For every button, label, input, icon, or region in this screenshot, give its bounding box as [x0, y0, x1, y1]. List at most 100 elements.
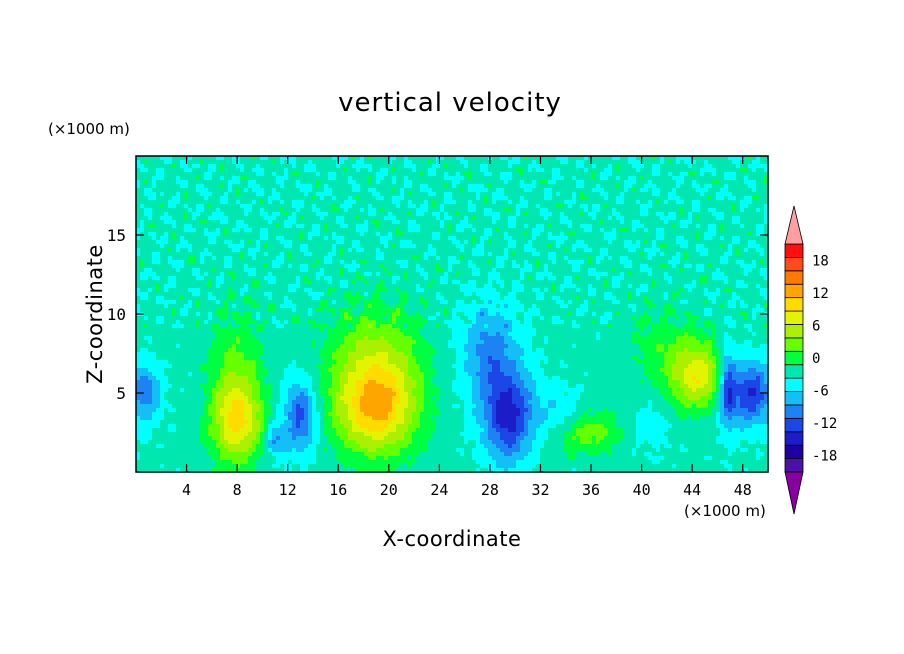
heatmap-cell — [236, 308, 241, 313]
heatmap-cell — [364, 248, 369, 253]
heatmap-cell — [380, 184, 385, 189]
heatmap-cell — [228, 408, 233, 413]
heatmap-cell — [256, 384, 261, 389]
heatmap-cell — [152, 448, 157, 453]
heatmap-cell — [208, 176, 213, 181]
heatmap-cell — [232, 436, 237, 441]
heatmap-cell — [136, 368, 141, 373]
heatmap-cell — [156, 360, 161, 365]
heatmap-cell — [364, 428, 369, 433]
heatmap-cell — [372, 232, 377, 237]
heatmap-cell — [388, 216, 393, 221]
heatmap-cell — [340, 448, 345, 453]
heatmap-cell — [352, 320, 357, 325]
heatmap-cell — [188, 364, 193, 369]
heatmap-cell — [300, 368, 305, 373]
heatmap-cell — [168, 288, 173, 293]
heatmap-cell — [324, 360, 329, 365]
heatmap-cell — [376, 448, 381, 453]
heatmap-cell — [372, 288, 377, 293]
heatmap-cell — [236, 180, 241, 185]
heatmap-cell — [240, 388, 245, 393]
heatmap-cell — [352, 372, 357, 377]
heatmap-cell — [264, 468, 269, 473]
heatmap-cell — [296, 256, 301, 261]
heatmap-cell — [152, 240, 157, 245]
heatmap-cell — [272, 212, 277, 217]
heatmap-cell — [316, 216, 321, 221]
heatmap-cell — [180, 224, 185, 229]
heatmap-cell — [208, 292, 213, 297]
heatmap-cell — [268, 312, 273, 317]
heatmap-cell — [136, 256, 141, 261]
heatmap-cell — [300, 280, 305, 285]
heatmap-cell — [184, 420, 189, 425]
heatmap-cell — [332, 384, 337, 389]
heatmap-cell — [196, 252, 201, 257]
heatmap-cell — [272, 180, 277, 185]
heatmap-cell — [220, 400, 225, 405]
heatmap-cell — [296, 364, 301, 369]
heatmap-cell — [316, 416, 321, 421]
heatmap-cell — [160, 416, 165, 421]
heatmap-cell — [256, 204, 261, 209]
heatmap-cell — [292, 348, 297, 353]
heatmap-cell — [268, 212, 273, 217]
heatmap-cell — [388, 204, 393, 209]
heatmap-cell — [364, 184, 369, 189]
heatmap-cell — [240, 156, 245, 161]
heatmap-cell — [272, 172, 277, 177]
heatmap-cell — [364, 408, 369, 413]
heatmap-cell — [172, 208, 177, 213]
heatmap-cell — [220, 392, 225, 397]
heatmap-cell — [160, 400, 165, 405]
heatmap-cell — [144, 276, 149, 281]
heatmap-cell — [340, 336, 345, 341]
heatmap-cell — [140, 424, 145, 429]
heatmap-cell — [140, 372, 145, 377]
heatmap-cell — [176, 236, 181, 241]
heatmap-cell — [252, 412, 257, 417]
heatmap-cell — [240, 168, 245, 173]
heatmap-cell — [172, 384, 177, 389]
heatmap-cell — [236, 328, 241, 333]
heatmap-cell — [256, 368, 261, 373]
heatmap-cell — [276, 456, 281, 461]
heatmap-cell — [360, 436, 365, 441]
heatmap-cell — [248, 320, 253, 325]
heatmap-cell — [312, 276, 317, 281]
heatmap-cell — [376, 424, 381, 429]
heatmap-cell — [208, 308, 213, 313]
heatmap-cell — [316, 396, 321, 401]
heatmap-cell — [244, 176, 249, 181]
heatmap-cell — [336, 364, 341, 369]
heatmap-cell — [304, 368, 309, 373]
heatmap-cell — [200, 304, 205, 309]
heatmap-cell — [228, 384, 233, 389]
heatmap-cell — [304, 180, 309, 185]
heatmap-cell — [292, 300, 297, 305]
heatmap-cell — [356, 452, 361, 457]
heatmap-cell — [372, 280, 377, 285]
heatmap-cell — [352, 248, 357, 253]
heatmap-cell — [368, 416, 373, 421]
heatmap-cell — [380, 232, 385, 237]
heatmap-cell — [252, 428, 257, 433]
heatmap-cell — [228, 300, 233, 305]
heatmap-cell — [172, 252, 177, 257]
heatmap-cell — [188, 296, 193, 301]
heatmap-cell — [292, 404, 297, 409]
heatmap-cell — [188, 372, 193, 377]
heatmap-cell — [372, 356, 377, 361]
heatmap-cell — [276, 252, 281, 257]
heatmap-cell — [148, 236, 153, 241]
heatmap-cell — [360, 384, 365, 389]
heatmap-cell — [320, 304, 325, 309]
heatmap-cell — [316, 460, 321, 465]
heatmap-cell — [272, 248, 277, 253]
heatmap-cell — [220, 440, 225, 445]
heatmap-cell — [176, 416, 181, 421]
heatmap-cell — [276, 172, 281, 177]
heatmap-cell — [216, 200, 221, 205]
heatmap-cell — [156, 320, 161, 325]
